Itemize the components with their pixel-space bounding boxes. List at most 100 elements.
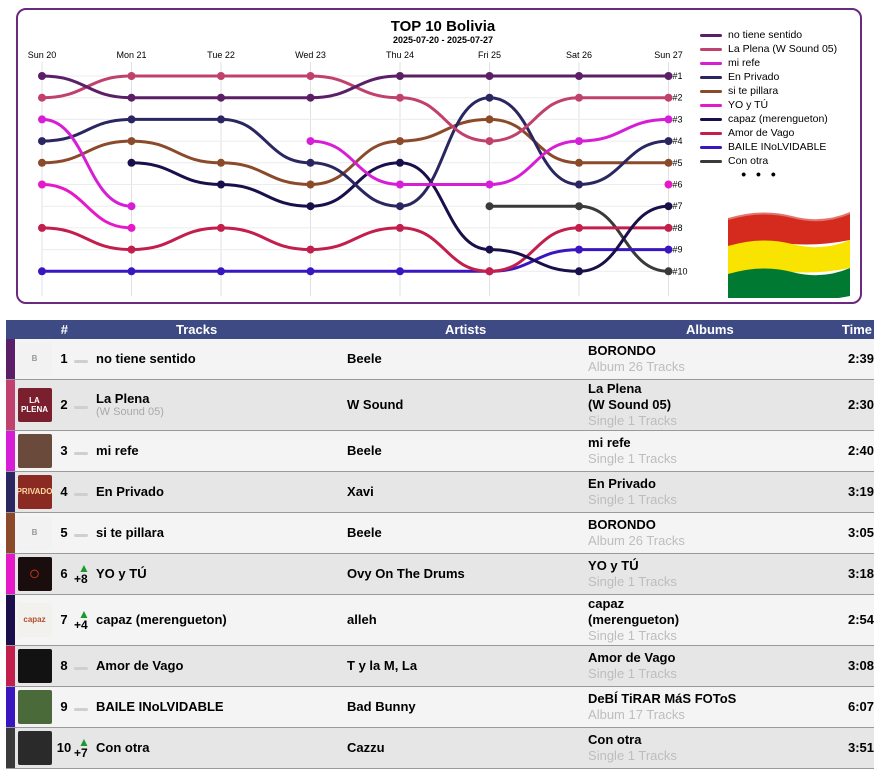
legend-item[interactable]: La Plena (W Sound 05) <box>700 42 860 56</box>
legend-item[interactable]: no tiene sentido <box>700 28 860 42</box>
track-title[interactable]: mi refe <box>96 443 139 458</box>
artist-cell[interactable]: Bad Bunny <box>347 686 588 727</box>
legend-item[interactable]: Amor de Vago <box>700 126 860 140</box>
table-row[interactable]: 3 mi refe Beele mi refe Single 1 Tracks 2:40 <box>6 430 875 471</box>
track-title[interactable]: Amor de Vago <box>96 658 184 673</box>
artist-name[interactable]: T y la M, La <box>347 658 418 673</box>
header-artists[interactable]: Artists <box>347 320 589 339</box>
table-row[interactable]: B 5 si te pillara Beele BORONDO Album 26 Trac… <box>6 512 875 553</box>
album-title[interactable]: DeBÍ TiRAR MáS FOToS <box>588 691 737 706</box>
album-cover[interactable] <box>17 730 52 765</box>
legend-item[interactable]: si te pillara <box>700 84 860 98</box>
artist-cell[interactable]: Beele <box>347 339 588 379</box>
album-cell[interactable]: Con otra Single 1 Tracks <box>588 727 798 768</box>
album-cover[interactable]: B <box>17 341 52 376</box>
album-cell[interactable]: YO y TÚ Single 1 Tracks <box>588 553 798 594</box>
header-albums[interactable]: Albums <box>588 320 799 339</box>
artist-cell[interactable]: Cazzu <box>347 727 588 768</box>
track-title[interactable]: Con otra <box>96 740 150 755</box>
artist-name[interactable]: Ovy On The Drums <box>347 566 465 581</box>
track-cell[interactable]: capaz (merengueton) <box>96 594 347 645</box>
data-point <box>664 158 673 167</box>
album-title[interactable]: Con otra <box>588 732 642 747</box>
album-cover[interactable] <box>17 689 52 724</box>
album-cell[interactable]: BORONDO Album 26 Tracks <box>588 339 798 379</box>
album-title[interactable]: capaz (merengueton) <box>588 596 680 627</box>
data-point <box>664 115 673 124</box>
artist-name[interactable]: Xavi <box>347 484 374 499</box>
legend-item[interactable]: mi refe <box>700 56 860 70</box>
table-row[interactable]: LA PLENA 2 La Plena (W Sound 05) W Sound La P… <box>6 379 875 430</box>
album-cover[interactable] <box>17 648 52 683</box>
album-cell[interactable]: capaz (merengueton) Single 1 Tracks <box>588 594 798 645</box>
track-cell[interactable]: YO y TÚ <box>96 553 347 594</box>
album-title[interactable]: Amor de Vago <box>588 650 676 665</box>
track-title[interactable]: YO y TÚ <box>96 566 147 581</box>
artist-cell[interactable]: T y la M, La <box>347 645 588 686</box>
track-title[interactable]: no tiene sentido <box>96 351 196 367</box>
album-cell[interactable]: DeBÍ TiRAR MáS FOToS Album 17 Tracks <box>588 686 798 727</box>
artist-name[interactable]: alleh <box>347 612 377 627</box>
artist-cell[interactable]: Ovy On The Drums <box>347 553 588 594</box>
track-title[interactable]: En Privado <box>96 484 164 499</box>
album-cover[interactable]: LA PLENA <box>17 387 52 422</box>
artist-cell[interactable]: Xavi <box>347 471 588 512</box>
track-title[interactable]: si te pillara <box>96 525 164 540</box>
table-row[interactable]: 10 ▲ +7 Con otra Cazzu Con otra Single 1 Track… <box>6 727 875 768</box>
table-row[interactable]: 9 BAILE INoLVIDABLE Bad Bunny DeBÍ TiRAR Má… <box>6 686 875 727</box>
track-cell[interactable]: si te pillara <box>96 512 347 553</box>
track-cell[interactable]: no tiene sentido <box>96 339 347 379</box>
artist-cell[interactable]: W Sound <box>347 379 588 430</box>
album-title[interactable]: BORONDO <box>588 517 656 532</box>
legend-item[interactable]: YO y TÚ <box>700 98 860 112</box>
album-cover[interactable]: ◯ <box>17 556 52 591</box>
track-cell[interactable]: BAILE INoLVIDABLE <box>96 686 347 727</box>
track-cell[interactable]: La Plena (W Sound 05) <box>96 379 347 430</box>
artist-cell[interactable]: Beele <box>347 430 588 471</box>
artist-cell[interactable]: alleh <box>347 594 588 645</box>
track-cell[interactable]: En Privado <box>96 471 347 512</box>
table-row[interactable]: PRIVADO 4 En Privado Xavi En Privado Single 1… <box>6 471 875 512</box>
rank-change-value: +7 <box>74 745 88 760</box>
artist-name[interactable]: Beele <box>347 525 382 540</box>
table-row[interactable]: ◯ 6 ▲ +8 YO y TÚ Ovy On The Drums YO y TÚ Singl… <box>6 553 875 594</box>
data-point <box>485 93 494 102</box>
album-cover[interactable]: PRIVADO <box>17 474 52 509</box>
track-cell[interactable]: Con otra <box>96 727 347 768</box>
artist-name[interactable]: W Sound <box>347 397 404 412</box>
album-title[interactable]: La Plena (W Sound 05) <box>588 381 672 412</box>
album-cell[interactable]: mi refe Single 1 Tracks <box>588 430 798 471</box>
artist-name[interactable]: Beele <box>347 351 382 367</box>
track-title[interactable]: BAILE INoLVIDABLE <box>96 699 224 714</box>
album-cell[interactable]: Amor de Vago Single 1 Tracks <box>588 645 798 686</box>
legend-item[interactable]: BAILE INoLVIDABLE <box>700 140 860 154</box>
album-cover[interactable] <box>17 433 52 468</box>
legend-item[interactable]: En Privado <box>700 70 860 84</box>
track-cell[interactable]: mi refe <box>96 430 347 471</box>
table-row[interactable]: B 1 no tiene sentido Beele BORONDO Album 26 T… <box>6 339 875 379</box>
album-title[interactable]: En Privado <box>588 476 656 491</box>
album-title[interactable]: BORONDO <box>588 343 656 359</box>
artist-name[interactable]: Bad Bunny <box>347 699 416 714</box>
legend-item[interactable]: capaz (merengueton) <box>700 112 860 126</box>
header-tracks[interactable]: Tracks <box>74 320 348 339</box>
track-title[interactable]: capaz (merengueton) <box>96 612 227 627</box>
track-cell[interactable]: Amor de Vago <box>96 645 347 686</box>
album-cover[interactable]: capaz <box>17 602 52 637</box>
legend-more-indicator[interactable]: • • • <box>741 166 779 182</box>
album-cell[interactable]: La Plena (W Sound 05) Single 1 Tracks <box>588 379 798 430</box>
album-title[interactable]: mi refe <box>588 435 631 450</box>
album-cell[interactable]: BORONDO Album 26 Tracks <box>588 512 798 553</box>
album-title[interactable]: YO y TÚ <box>588 558 639 573</box>
legend-item[interactable]: Con otra <box>700 154 860 168</box>
album-cell[interactable]: En Privado Single 1 Tracks <box>588 471 798 512</box>
series-line <box>40 74 670 100</box>
table-row[interactable]: 8 Amor de Vago T y la M, La Amor de Vago Sin… <box>6 645 875 686</box>
header-time[interactable]: Time <box>798 320 875 339</box>
table-row[interactable]: capaz 7 ▲ +4 capaz (merengueton) alleh capaz (… <box>6 594 875 645</box>
artist-name[interactable]: Cazzu <box>347 740 385 755</box>
artist-cell[interactable]: Beele <box>347 512 588 553</box>
album-cover[interactable]: B <box>17 515 52 550</box>
track-title[interactable]: La Plena <box>96 391 150 406</box>
artist-name[interactable]: Beele <box>347 443 382 458</box>
